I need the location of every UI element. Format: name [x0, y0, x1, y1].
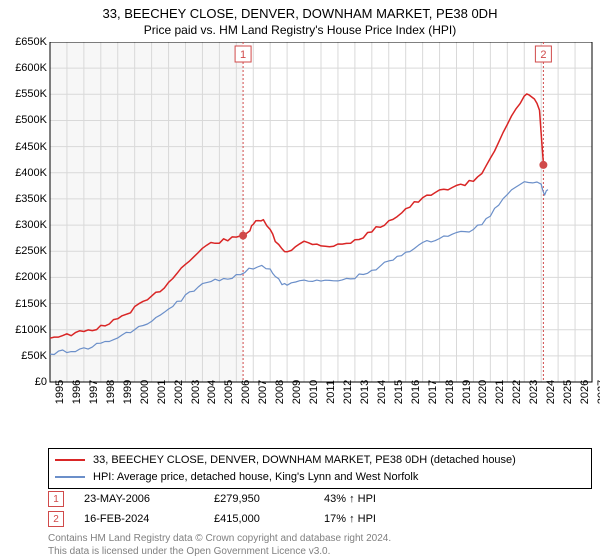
chart-container: 33, BEECHEY CLOSE, DENVER, DOWNHAM MARKE…: [0, 0, 600, 560]
x-tick-label: 2025: [562, 380, 574, 404]
x-tick-label: 2004: [206, 380, 218, 404]
x-tick-label: 2017: [427, 380, 439, 404]
point-date: 16-FEB-2024: [84, 513, 214, 525]
point-row: 1 23-MAY-2006 £279,950 43% ↑ HPI: [48, 489, 444, 509]
x-tick-label: 2020: [477, 380, 489, 404]
y-tick-label: £600K: [15, 62, 47, 74]
chart-title: 33, BEECHEY CLOSE, DENVER, DOWNHAM MARKE…: [0, 6, 600, 21]
x-tick-label: 1995: [54, 380, 66, 404]
x-tick-label: 1996: [71, 380, 83, 404]
point-price: £279,950: [214, 493, 324, 505]
y-tick-label: £100K: [15, 324, 47, 336]
x-tick-label: 2012: [342, 380, 354, 404]
legend-swatch: [55, 476, 85, 478]
point-date: 23-MAY-2006: [84, 493, 214, 505]
x-tick-label: 2016: [410, 380, 422, 404]
x-tick-label: 2018: [444, 380, 456, 404]
x-tick-label: 2015: [393, 380, 405, 404]
legend-label: 33, BEECHEY CLOSE, DENVER, DOWNHAM MARKE…: [93, 452, 516, 469]
x-tick-label: 2002: [173, 380, 185, 404]
y-tick-label: £500K: [15, 114, 47, 126]
point-delta: 43% ↑ HPI: [324, 493, 444, 505]
y-tick-label: £50K: [21, 350, 47, 362]
x-tick-label: 2009: [291, 380, 303, 404]
x-tick-label: 2022: [511, 380, 523, 404]
x-tick-label: 2019: [461, 380, 473, 404]
svg-text:1: 1: [240, 49, 246, 61]
x-tick-label: 2023: [528, 380, 540, 404]
marker-icon: 2: [48, 511, 64, 527]
y-tick-label: £450K: [15, 141, 47, 153]
x-tick-label: 2007: [257, 380, 269, 404]
y-tick-label: £150K: [15, 298, 47, 310]
points-table: 1 23-MAY-2006 £279,950 43% ↑ HPI 2 16-FE…: [48, 489, 444, 529]
legend-item: 33, BEECHEY CLOSE, DENVER, DOWNHAM MARKE…: [55, 452, 585, 469]
x-tick-label: 2001: [156, 380, 168, 404]
footer-line: Contains HM Land Registry data © Crown c…: [48, 532, 391, 545]
y-tick-label: £350K: [15, 193, 47, 205]
legend-swatch: [55, 459, 85, 461]
x-tick-label: 2010: [308, 380, 320, 404]
x-tick-label: 2014: [376, 380, 388, 404]
chart-area: 12 £0£50K£100K£150K£200K£250K£300K£350K£…: [0, 42, 600, 422]
footer-line: This data is licensed under the Open Gov…: [48, 545, 391, 558]
legend-label: HPI: Average price, detached house, King…: [93, 469, 418, 486]
x-tick-label: 2006: [240, 380, 252, 404]
legend: 33, BEECHEY CLOSE, DENVER, DOWNHAM MARKE…: [48, 448, 592, 489]
legend-item: HPI: Average price, detached house, King…: [55, 469, 585, 486]
point-price: £415,000: [214, 513, 324, 525]
x-tick-label: 1999: [122, 380, 134, 404]
y-tick-label: £650K: [15, 36, 47, 48]
title-block: 33, BEECHEY CLOSE, DENVER, DOWNHAM MARKE…: [0, 0, 600, 37]
y-tick-label: £0: [35, 376, 47, 388]
x-tick-label: 2024: [545, 380, 557, 404]
y-tick-label: £400K: [15, 167, 47, 179]
point-row: 2 16-FEB-2024 £415,000 17% ↑ HPI: [48, 509, 444, 529]
svg-text:2: 2: [540, 49, 546, 61]
chart-svg: 12: [0, 42, 600, 422]
x-tick-label: 2005: [223, 380, 235, 404]
x-tick-label: 2026: [579, 380, 591, 404]
x-tick-label: 2003: [190, 380, 202, 404]
x-tick-label: 2008: [274, 380, 286, 404]
y-tick-label: £200K: [15, 271, 47, 283]
y-tick-label: £550K: [15, 88, 47, 100]
x-tick-label: 2013: [359, 380, 371, 404]
y-tick-label: £250K: [15, 245, 47, 257]
point-delta: 17% ↑ HPI: [324, 513, 444, 525]
chart-subtitle: Price paid vs. HM Land Registry's House …: [0, 23, 600, 37]
marker-icon: 1: [48, 491, 64, 507]
footer: Contains HM Land Registry data © Crown c…: [48, 532, 391, 558]
x-tick-label: 2011: [325, 380, 337, 404]
x-tick-label: 2027: [596, 380, 600, 404]
x-tick-label: 1998: [105, 380, 117, 404]
x-tick-label: 2021: [494, 380, 506, 404]
y-tick-label: £300K: [15, 219, 47, 231]
x-tick-label: 1997: [88, 380, 100, 404]
x-tick-label: 2000: [139, 380, 151, 404]
